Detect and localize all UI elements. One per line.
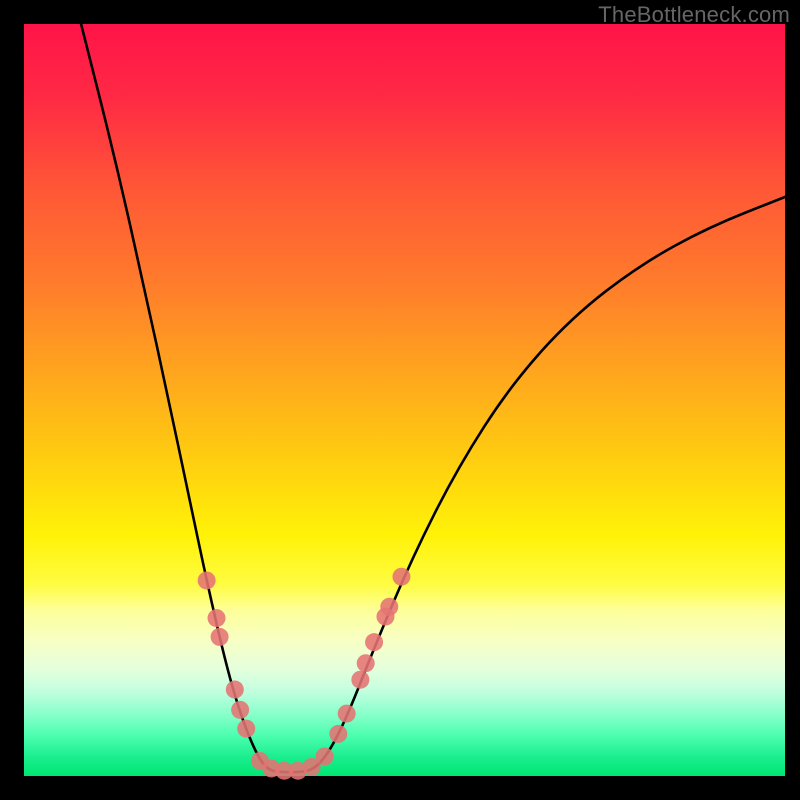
data-marker bbox=[392, 568, 410, 586]
data-marker bbox=[357, 654, 375, 672]
data-marker bbox=[380, 598, 398, 616]
root: TheBottleneck.com bbox=[0, 0, 800, 800]
data-marker bbox=[338, 705, 356, 723]
data-marker bbox=[231, 701, 249, 719]
bottleneck-chart bbox=[0, 0, 800, 800]
data-marker bbox=[198, 571, 216, 589]
data-marker bbox=[351, 671, 369, 689]
watermark-text: TheBottleneck.com bbox=[598, 2, 790, 28]
data-marker bbox=[211, 628, 229, 646]
data-marker bbox=[316, 747, 334, 765]
data-marker bbox=[237, 720, 255, 738]
data-marker bbox=[365, 633, 383, 651]
data-marker bbox=[329, 725, 347, 743]
data-marker bbox=[226, 681, 244, 699]
gradient-background bbox=[24, 24, 785, 776]
data-marker bbox=[208, 609, 226, 627]
